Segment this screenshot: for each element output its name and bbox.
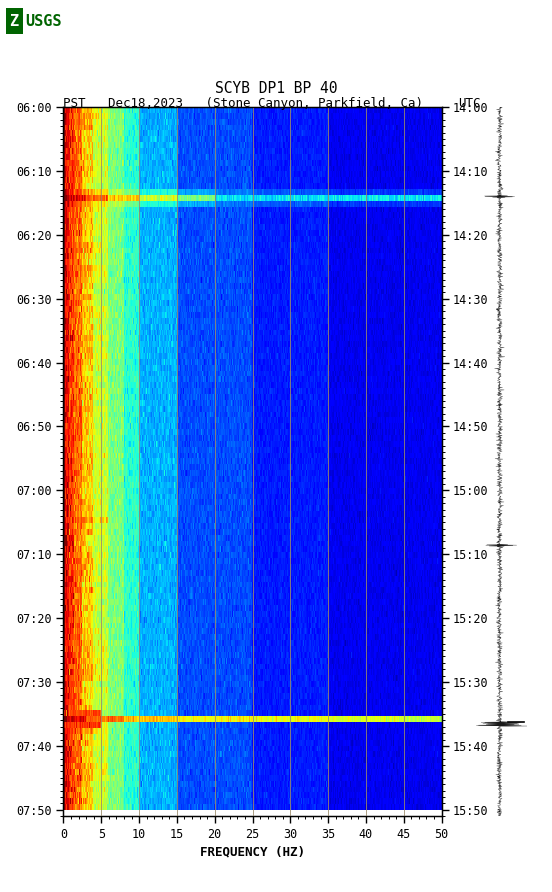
Text: UTC: UTC (458, 96, 480, 110)
Text: SCYB DP1 BP 40: SCYB DP1 BP 40 (215, 81, 337, 96)
Text: Z: Z (9, 13, 19, 29)
Text: PST   Dec18,2023   (Stone Canyon, Parkfield, Ca): PST Dec18,2023 (Stone Canyon, Parkfield,… (63, 96, 423, 110)
FancyBboxPatch shape (6, 8, 23, 35)
X-axis label: FREQUENCY (HZ): FREQUENCY (HZ) (200, 845, 305, 858)
Text: USGS: USGS (25, 13, 61, 29)
